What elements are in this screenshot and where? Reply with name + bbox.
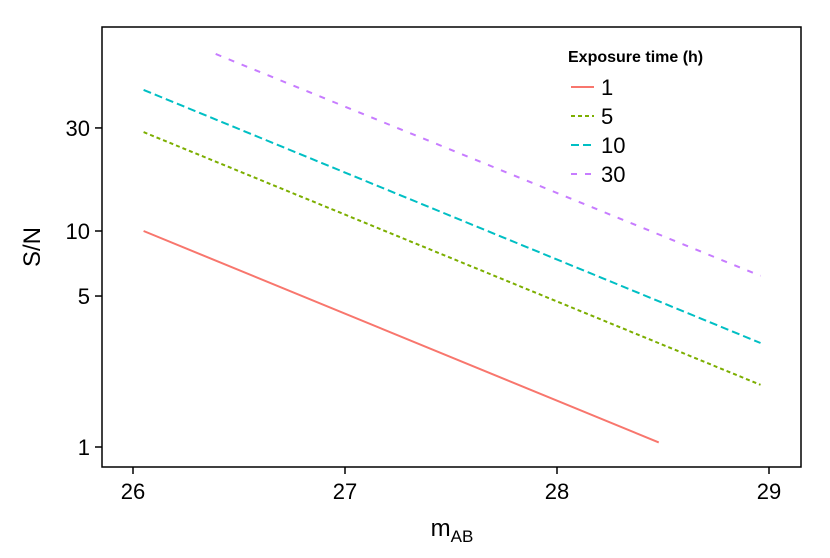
legend: Exposure time (h) 1 5 10 30 bbox=[568, 49, 703, 187]
x-tick-label: 29 bbox=[757, 479, 781, 504]
y-tick-label: 10 bbox=[66, 219, 90, 244]
legend-label: 5 bbox=[601, 104, 613, 129]
plot-panel bbox=[101, 26, 802, 468]
legend-label: 10 bbox=[601, 133, 625, 158]
series-line-10 bbox=[143, 88, 761, 344]
y-tick-label: 1 bbox=[78, 435, 90, 460]
legend-title: Exposure time (h) bbox=[568, 49, 703, 66]
y-axis-label: S/N bbox=[19, 227, 46, 267]
y-tick-label: 5 bbox=[78, 284, 90, 309]
x-axis-label-subscript: AB bbox=[451, 527, 474, 546]
x-axis-label: mAB bbox=[431, 515, 474, 546]
legend-label: 30 bbox=[601, 162, 625, 187]
x-tick-label: 26 bbox=[121, 479, 145, 504]
series-line-30 bbox=[215, 53, 761, 277]
x-tick-label: 27 bbox=[333, 479, 357, 504]
x-tick-label: 28 bbox=[545, 479, 569, 504]
series-line-5 bbox=[143, 131, 761, 386]
series-line-1 bbox=[143, 230, 660, 444]
legend-label: 1 bbox=[601, 75, 613, 100]
y-tick-label: 30 bbox=[66, 116, 90, 141]
